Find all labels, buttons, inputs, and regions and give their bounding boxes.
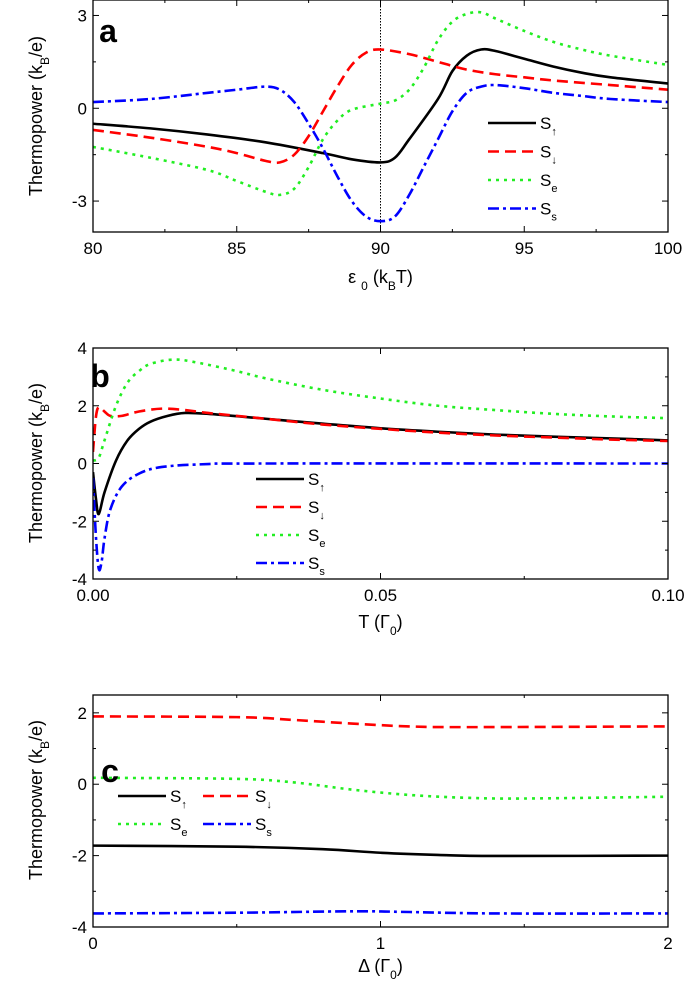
legend-item-Ss: Ss [488, 200, 557, 224]
legend: S↑ S↓ Se Ss [488, 114, 557, 224]
y-tick-label: -2 [72, 847, 87, 866]
legend-item-Se: Se [118, 815, 187, 839]
series-line-Ss [93, 909, 668, 915]
legend-item-S↓: S↓ [203, 787, 272, 811]
plot-frame [92, 694, 669, 928]
y-tick-label: 2 [78, 704, 87, 723]
legend-item-S↓: S↓ [488, 143, 557, 167]
legend-label: Se [540, 171, 557, 195]
legend-label: Ss [255, 815, 272, 839]
y-tick-label: 3 [78, 6, 87, 25]
legend-label: S↓ [540, 143, 557, 167]
y-tick-label: 4 [78, 339, 87, 358]
series-line-Ss [93, 83, 668, 223]
y-tick-label: -3 [72, 192, 87, 211]
x-axis-label: Δ (Γ0) [358, 956, 403, 982]
legend-item-Ss: Ss [256, 554, 325, 578]
x-tick-label: 90 [371, 239, 390, 258]
legend-label: Ss [308, 554, 325, 578]
x-tick-label: 80 [84, 239, 103, 258]
series-line-S↓ [93, 715, 668, 729]
legend-item-Ss: Ss [203, 815, 272, 839]
panel-a: 80 85 90 95 100 3 0 -3 ε 0 (kBT) Thermopower (kB/… [26, 0, 682, 293]
legend-item-S↑: S↑ [256, 470, 325, 494]
panel-b: 0.00 0.05 0.10 4 2 0 -2 -4 T (Γ0) Thermopower (kB… [26, 339, 685, 638]
x-axis-label: ε 0 (kBT) [348, 267, 413, 293]
x-tick-label: 0.10 [651, 586, 684, 605]
legend-label: S↓ [255, 787, 272, 811]
y-axis-label: Thermopower (kB/e) [26, 720, 52, 880]
legend: S↑ S↓ Se Ss [256, 470, 325, 578]
x-tick-label: 0.00 [76, 586, 109, 605]
series-line-S↑ [93, 844, 668, 858]
y-tick-label: 0 [78, 455, 87, 474]
legend-label: S↑ [540, 114, 557, 138]
series-line-S↓ [93, 48, 668, 165]
legend-label: S↑ [170, 787, 187, 811]
series-line-S↓ [93, 405, 668, 453]
x-tick-label: 2 [663, 934, 672, 953]
legend-item-Se: Se [256, 526, 325, 550]
y-tick-label: -4 [72, 570, 87, 589]
panel-letter: c [101, 753, 119, 789]
series-line-Ss [93, 462, 668, 572]
legend-item-Se: Se [488, 171, 557, 195]
series-line-S↑ [93, 47, 668, 164]
legend-item-S↓: S↓ [256, 498, 325, 522]
y-tick-label: 0 [78, 775, 87, 794]
series-line-Se [93, 358, 668, 462]
y-tick-label: -4 [72, 918, 87, 937]
series-line-Se [93, 776, 668, 800]
y-tick-label: 2 [78, 397, 87, 416]
x-tick-label: 85 [227, 239, 246, 258]
legend-label: S↓ [308, 498, 325, 522]
panel-c: 0 1 2 2 0 -2 -4 Δ (Γ0) Thermopower (kB/e) c S↑ S↓ Se… [26, 694, 673, 982]
panel-letter: b [90, 358, 110, 394]
y-tick-label: 0 [78, 99, 87, 118]
y-axis-label: Thermopower (kB/e) [26, 383, 52, 543]
y-axis-label: Thermopower (kB/e) [26, 36, 52, 196]
x-tick-label: 95 [515, 239, 534, 258]
legend-label: Ss [540, 200, 557, 224]
legend-item-S↑: S↑ [488, 114, 557, 138]
y-tick-label: -2 [72, 512, 87, 531]
x-axis-label: T (Γ0) [358, 612, 402, 638]
x-tick-label: 100 [654, 239, 682, 258]
x-tick-label: 1 [376, 934, 385, 953]
legend: S↑ S↓ Se Ss [118, 787, 272, 839]
panel-letter: a [99, 13, 117, 49]
x-tick-label: 0 [88, 934, 97, 953]
series-line-Se [93, 10, 668, 197]
legend-item-S↑: S↑ [118, 787, 187, 811]
legend-label: Se [308, 526, 325, 550]
x-tick-label: 0.05 [364, 586, 397, 605]
legend-label: Se [170, 815, 187, 839]
plot-frame [92, 0, 669, 233]
legend-label: S↑ [308, 470, 325, 494]
